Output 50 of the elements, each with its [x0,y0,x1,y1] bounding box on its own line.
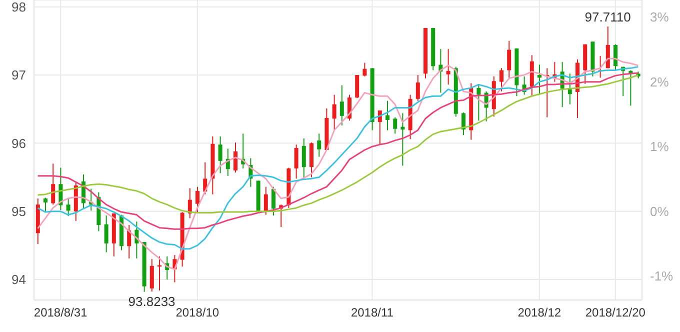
x-tick-label: 2018/10 [176,306,220,320]
candlestick [150,258,154,292]
y-tick-label: 98 [12,0,26,14]
y2-tick-label: -1% [650,268,674,284]
candlestick [538,64,542,96]
candlestick [500,68,504,92]
candlestick [416,74,420,102]
candlestick [196,186,200,213]
candlestick [606,26,610,69]
candlestick [127,224,132,259]
candlestick [264,186,268,216]
x-tick-label: 2018/12 [518,306,562,320]
candlestick [507,40,512,78]
candlestick [44,197,48,212]
candlestick [362,62,367,77]
candlestick [104,214,108,253]
y-tick-label: 96 [12,136,26,151]
candlestick [340,84,344,126]
y2-tick-label: 0% [650,204,670,219]
annotation: 93.8233 [128,294,176,309]
candlestick [614,44,618,71]
candlestick [302,138,306,180]
candlestick [272,186,276,216]
candlestick [400,112,405,166]
candlestick [66,198,70,217]
y2-tick-label: 3% [650,9,670,24]
candlestick [332,94,336,130]
candlestick [446,48,450,86]
y-tick-label: 95 [12,204,26,219]
y2-tick-label: 2% [650,74,670,90]
candlestick [317,133,322,158]
candlestick [568,73,572,105]
x-tick-label: 2018/12/20 [585,306,646,320]
candlestick [386,100,390,131]
y-tick-label: 97 [12,68,26,83]
candlestick [51,163,56,206]
candlestick [310,142,314,178]
candlestick [462,112,466,136]
candlestick [218,136,222,174]
y-tick-label: 94 [12,272,26,288]
candlestick [234,142,238,173]
candlestick [158,256,162,291]
x-tick-label: 2018/11 [350,306,394,320]
candlestick [355,74,360,99]
annotation: 97.7110 [584,10,631,25]
candlestick [476,84,481,122]
candlestick [393,116,398,134]
y2-tick-label: 1% [650,139,670,154]
x-tick-label: 2018/8/31 [34,306,88,320]
candlestick [294,144,298,180]
